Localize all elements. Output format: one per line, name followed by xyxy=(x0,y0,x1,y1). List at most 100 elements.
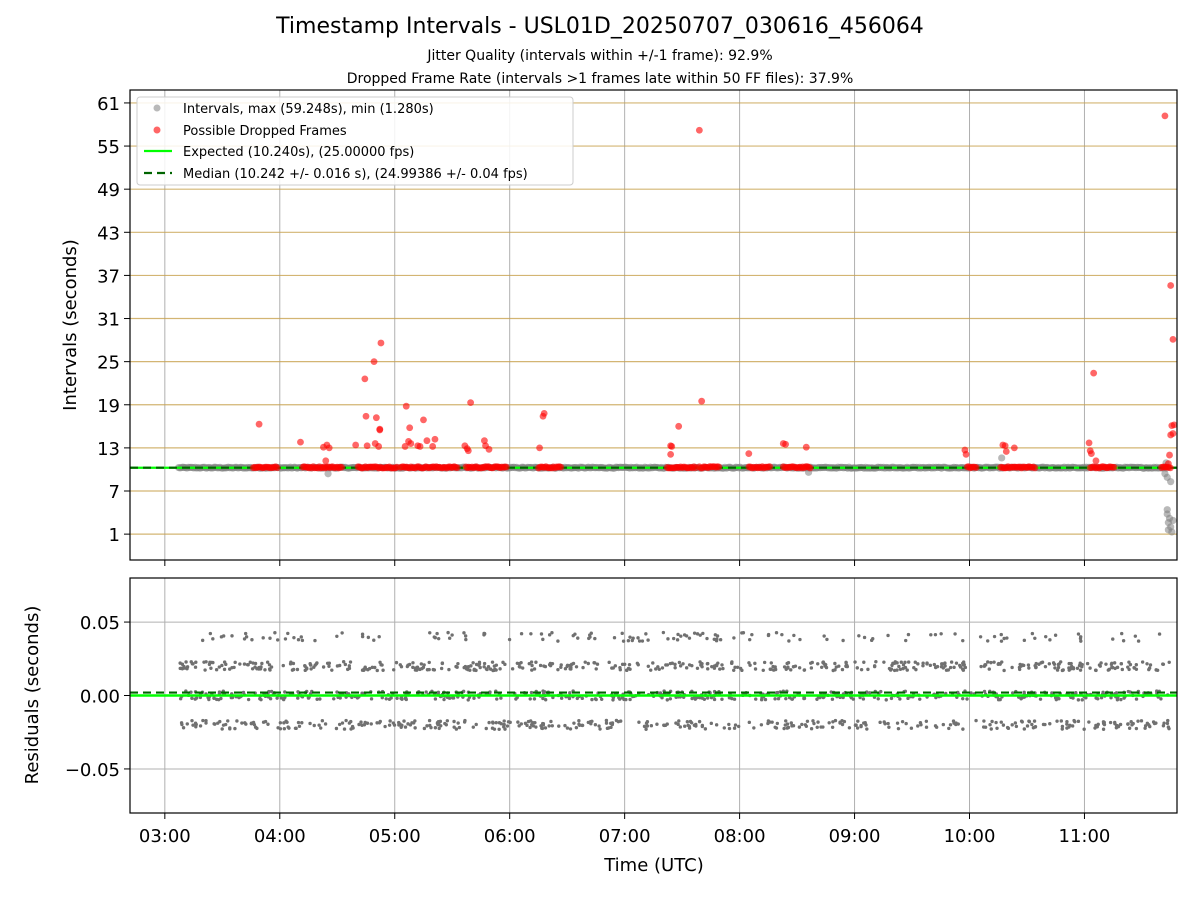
residual-point xyxy=(747,720,752,725)
dropped-frame-point xyxy=(370,358,378,366)
residual-point xyxy=(424,690,428,694)
residual-point xyxy=(768,667,772,671)
residual-point xyxy=(685,719,690,724)
residual-point xyxy=(1070,724,1075,728)
legend-box xyxy=(136,96,574,186)
residual-point xyxy=(1078,668,1083,672)
residual-point xyxy=(961,660,966,664)
residual-point xyxy=(395,696,399,700)
residual-point xyxy=(1159,697,1163,701)
dropped-frame-point xyxy=(407,440,415,447)
residual-point xyxy=(763,697,768,702)
residual-point xyxy=(312,665,316,669)
residual-point xyxy=(607,660,611,665)
residual-point xyxy=(261,636,265,640)
residual-point xyxy=(547,724,551,728)
residual-point xyxy=(892,668,897,673)
residual-point xyxy=(474,722,478,727)
residual-point xyxy=(191,723,195,727)
residual-point xyxy=(1121,639,1126,643)
residual-point xyxy=(621,639,626,643)
residual-point xyxy=(217,697,221,702)
residual-point xyxy=(211,637,215,641)
residual-point xyxy=(1031,726,1036,730)
residual-point xyxy=(933,632,938,637)
residual-point xyxy=(785,722,790,726)
residual-point xyxy=(429,725,433,730)
residual-point xyxy=(995,726,999,730)
dropped-frame-point xyxy=(1031,464,1039,472)
residual-point xyxy=(913,660,917,664)
residual-point xyxy=(291,661,296,666)
residual-point xyxy=(497,727,501,731)
dropped-frame-point xyxy=(325,444,333,452)
residual-point xyxy=(519,722,524,726)
residual-point xyxy=(327,661,332,665)
intervals-y-tick-label: 37 xyxy=(97,266,120,287)
residual-point xyxy=(1088,666,1092,670)
residual-point xyxy=(294,726,298,731)
residual-point xyxy=(452,725,456,729)
residual-point xyxy=(645,724,650,728)
residual-point xyxy=(935,664,940,669)
residual-point xyxy=(934,725,939,729)
residual-point xyxy=(776,697,781,701)
dropped-frame-point xyxy=(420,416,427,424)
residual-point xyxy=(286,725,290,729)
intervals-y-tick-label: 19 xyxy=(97,396,120,417)
residual-point xyxy=(405,664,410,669)
residual-point xyxy=(1112,661,1117,665)
residual-point xyxy=(365,721,370,725)
residual-point xyxy=(320,719,325,723)
residual-point xyxy=(502,719,506,723)
residual-point xyxy=(676,722,680,727)
interval-point xyxy=(324,470,332,478)
residual-point xyxy=(1120,631,1124,636)
dropped-frame-point xyxy=(401,443,409,450)
dropped-frame-point xyxy=(1166,451,1173,459)
residual-point xyxy=(281,697,286,702)
residual-point xyxy=(360,632,365,636)
residual-point xyxy=(530,668,534,672)
residual-point xyxy=(954,661,959,665)
residual-point xyxy=(882,660,886,664)
residual-point xyxy=(462,631,466,635)
residual-point xyxy=(872,664,877,669)
legend-entry: Possible Dropped Frames xyxy=(183,124,347,139)
residual-point xyxy=(288,662,293,666)
residual-point xyxy=(701,631,705,636)
residual-point xyxy=(392,723,397,727)
residual-point xyxy=(840,667,845,672)
residual-point xyxy=(1056,662,1061,667)
residual-point xyxy=(941,722,946,727)
residual-point xyxy=(600,697,604,701)
residual-point xyxy=(821,660,826,664)
residual-point xyxy=(541,721,545,726)
residual-point xyxy=(952,665,956,670)
residual-point xyxy=(809,727,814,731)
residual-point xyxy=(605,726,610,731)
residual-point xyxy=(251,661,255,665)
residual-point xyxy=(878,720,882,725)
residual-point xyxy=(571,661,576,666)
residual-point xyxy=(819,665,824,669)
residual-point xyxy=(1075,666,1080,671)
residual-point xyxy=(574,725,579,730)
residual-point xyxy=(866,667,870,672)
residual-point xyxy=(715,634,720,638)
dropped-frame-point xyxy=(361,375,369,383)
dropped-frame-point xyxy=(766,463,774,471)
residual-point xyxy=(694,722,698,727)
residual-point xyxy=(1134,697,1139,701)
residual-point xyxy=(586,720,591,725)
residual-point xyxy=(965,697,969,701)
residual-point xyxy=(1059,719,1064,723)
residual-point xyxy=(987,667,991,671)
residual-point xyxy=(253,661,258,666)
residual-point xyxy=(306,696,311,700)
dropped-frame-point xyxy=(1170,421,1178,429)
residual-point xyxy=(204,721,208,725)
residual-point xyxy=(370,665,375,670)
residual-point xyxy=(433,726,438,730)
dropped-frame-point xyxy=(668,443,676,450)
